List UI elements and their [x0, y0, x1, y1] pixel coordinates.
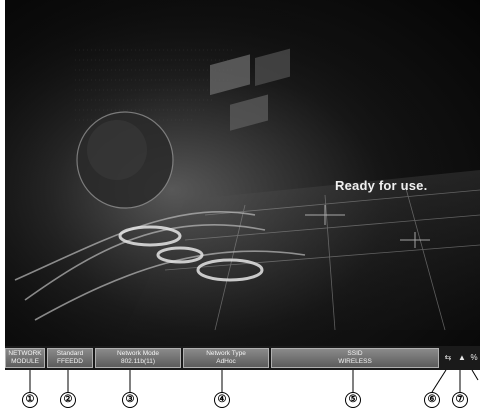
network-mode-cell: Network Mode 802.11b(11)	[95, 348, 181, 368]
standard-label: Standard	[56, 350, 84, 357]
projector-screen: Ready for use. NETWORK MODULE Standard F…	[5, 0, 480, 370]
ssid-cell: SSID WIRELESS	[271, 348, 439, 368]
network-module-cell: NETWORK MODULE	[5, 348, 45, 368]
ssid-value: WIRELESS	[338, 358, 372, 365]
standard-value: FFEEDD	[57, 358, 83, 365]
link-icon: ⇆	[444, 353, 452, 362]
network-type-value: AdHoc	[216, 358, 236, 365]
network-mode-label: Network Mode	[117, 350, 159, 357]
network-type-label: Network Type	[206, 350, 246, 357]
signal-icon: ▲	[458, 353, 466, 362]
callout-1: ①	[22, 392, 38, 408]
callout-7: ⑦	[452, 392, 468, 408]
percent-icon: %	[470, 353, 478, 362]
callout-6: ⑥	[424, 392, 440, 408]
callout-4: ④	[214, 392, 230, 408]
callout-5: ⑤	[345, 392, 361, 408]
standard-cell: Standard FFEEDD	[47, 348, 93, 368]
callout-3: ③	[122, 392, 138, 408]
status-bar: NETWORK MODULE Standard FFEEDD Network M…	[5, 346, 480, 370]
network-module-line1: NETWORK	[8, 350, 42, 357]
ready-message: Ready for use.	[335, 178, 428, 193]
network-type-cell: Network Type AdHoc	[183, 348, 269, 368]
network-module-line2: MODULE	[11, 358, 39, 365]
background-artwork	[5, 0, 480, 345]
callout-2: ②	[60, 392, 76, 408]
network-mode-value: 802.11b(11)	[120, 358, 156, 365]
ssid-label: SSID	[347, 350, 363, 357]
